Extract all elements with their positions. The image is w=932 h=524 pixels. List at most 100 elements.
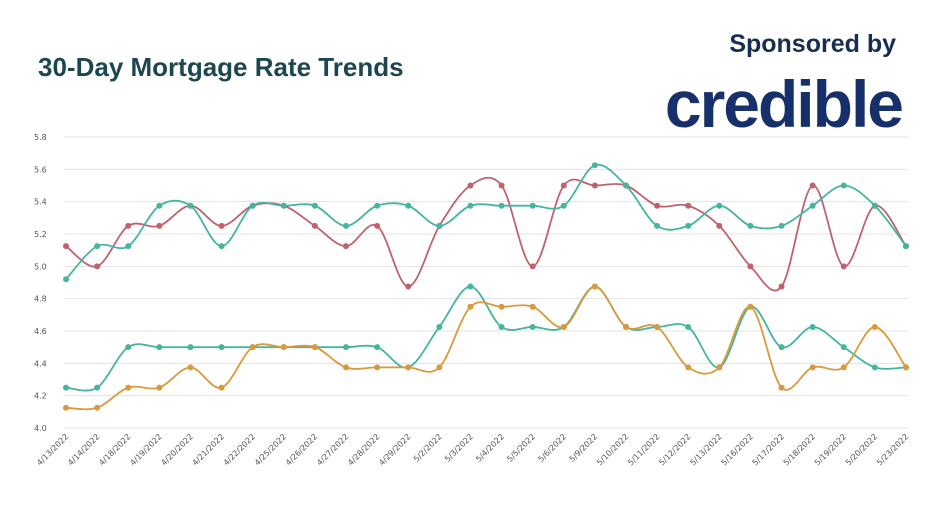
- data-point: [156, 222, 163, 229]
- x-axis: 4/13/20224/14/20224/18/20224/19/20224/20…: [35, 432, 910, 467]
- brand-logo: credible: [664, 67, 904, 141]
- x-tick-label: 5/9/2022: [568, 432, 600, 464]
- data-point: [840, 344, 847, 351]
- x-tick-label: 5/3/2022: [443, 432, 475, 464]
- x-tick-label: 4/22/2022: [222, 432, 257, 467]
- x-tick-label: 5/5/2022: [505, 432, 537, 464]
- data-point: [716, 364, 723, 371]
- data-point: [685, 364, 692, 371]
- y-tick-label: 5.6: [34, 165, 47, 174]
- series-line: [65, 285, 907, 392]
- data-point: [498, 303, 505, 310]
- chart-title: 30-Day Mortgage Rate Trends: [38, 52, 404, 82]
- x-tick-label: 4/27/2022: [315, 432, 350, 467]
- data-point: [840, 263, 847, 270]
- series-layer: [63, 162, 909, 411]
- data-point: [280, 344, 287, 351]
- data-point: [374, 222, 381, 229]
- data-point: [591, 283, 598, 290]
- data-point: [218, 243, 225, 250]
- x-tick-label: 4/18/2022: [97, 432, 132, 467]
- x-tick-label: 4/13/2022: [35, 432, 70, 467]
- sponsor-text: Sponsored by: [729, 30, 896, 58]
- x-tick-label: 5/23/2022: [875, 432, 910, 467]
- data-point: [871, 364, 878, 371]
- data-point: [156, 384, 163, 391]
- data-point: [529, 202, 536, 209]
- data-point: [903, 243, 909, 250]
- x-tick-label: 5/18/2022: [782, 432, 817, 467]
- x-tick-label: 5/12/2022: [657, 432, 692, 467]
- x-tick-label: 5/17/2022: [751, 432, 786, 467]
- data-point: [94, 384, 101, 391]
- y-tick-label: 5.4: [34, 198, 47, 207]
- data-point: [529, 303, 536, 310]
- data-point: [467, 182, 474, 189]
- data-point: [871, 323, 878, 330]
- grid-layer: [64, 136, 908, 429]
- data-point: [125, 384, 132, 391]
- data-point: [187, 202, 194, 209]
- data-point: [218, 344, 225, 351]
- data-point: [94, 404, 101, 411]
- data-point: [685, 222, 692, 229]
- series-line: [65, 163, 907, 280]
- data-point: [156, 344, 163, 351]
- y-tick-label: 4.6: [34, 327, 47, 336]
- data-point: [903, 364, 909, 371]
- y-tick-label: 5.8: [34, 133, 47, 142]
- y-tick-label: 4.2: [34, 392, 47, 401]
- x-tick-label: 5/6/2022: [536, 432, 568, 464]
- data-point: [94, 263, 101, 270]
- data-point: [591, 162, 598, 169]
- x-tick-label: 4/25/2022: [253, 432, 288, 467]
- data-point: [809, 182, 816, 189]
- data-point: [591, 182, 598, 189]
- data-point: [125, 222, 132, 229]
- data-point: [778, 222, 785, 229]
- data-point: [374, 202, 381, 209]
- data-point: [809, 202, 816, 209]
- data-point: [747, 222, 754, 229]
- data-point: [311, 344, 318, 351]
- data-point: [343, 222, 349, 229]
- y-tick-label: 4.0: [34, 424, 47, 433]
- data-point: [63, 243, 69, 250]
- data-point: [374, 344, 381, 351]
- data-point: [467, 303, 474, 310]
- data-point: [63, 276, 69, 283]
- data-point: [436, 364, 443, 371]
- data-point: [716, 222, 723, 229]
- data-point: [343, 364, 349, 371]
- data-point: [249, 344, 256, 351]
- data-point: [685, 202, 692, 209]
- data-point: [343, 243, 349, 250]
- data-point: [560, 202, 567, 209]
- x-tick-label: 5/20/2022: [844, 432, 879, 467]
- data-point: [311, 222, 318, 229]
- data-point: [623, 182, 629, 189]
- y-tick-label: 4.4: [34, 359, 47, 368]
- data-point: [187, 364, 194, 371]
- data-point: [374, 364, 381, 371]
- x-tick-label: 5/4/2022: [474, 432, 506, 464]
- data-point: [249, 202, 256, 209]
- data-point: [685, 323, 692, 330]
- data-point: [654, 202, 661, 209]
- data-point: [280, 202, 287, 209]
- data-point: [809, 364, 816, 371]
- x-tick-label: 4/19/2022: [128, 432, 163, 467]
- data-point: [436, 323, 443, 330]
- y-axis: 4.0 4.2 4.4 4.6 4.8 5.0 5.2 5.4 5.6 5.8: [34, 133, 47, 433]
- data-point: [654, 222, 661, 229]
- data-point: [871, 202, 878, 209]
- y-tick-label: 5.0: [34, 262, 47, 271]
- x-tick-label: 5/16/2022: [719, 432, 754, 467]
- data-point: [63, 404, 69, 411]
- data-point: [187, 344, 194, 351]
- data-point: [436, 222, 443, 229]
- data-point: [747, 303, 754, 310]
- series-line: [65, 285, 907, 411]
- data-point: [840, 182, 847, 189]
